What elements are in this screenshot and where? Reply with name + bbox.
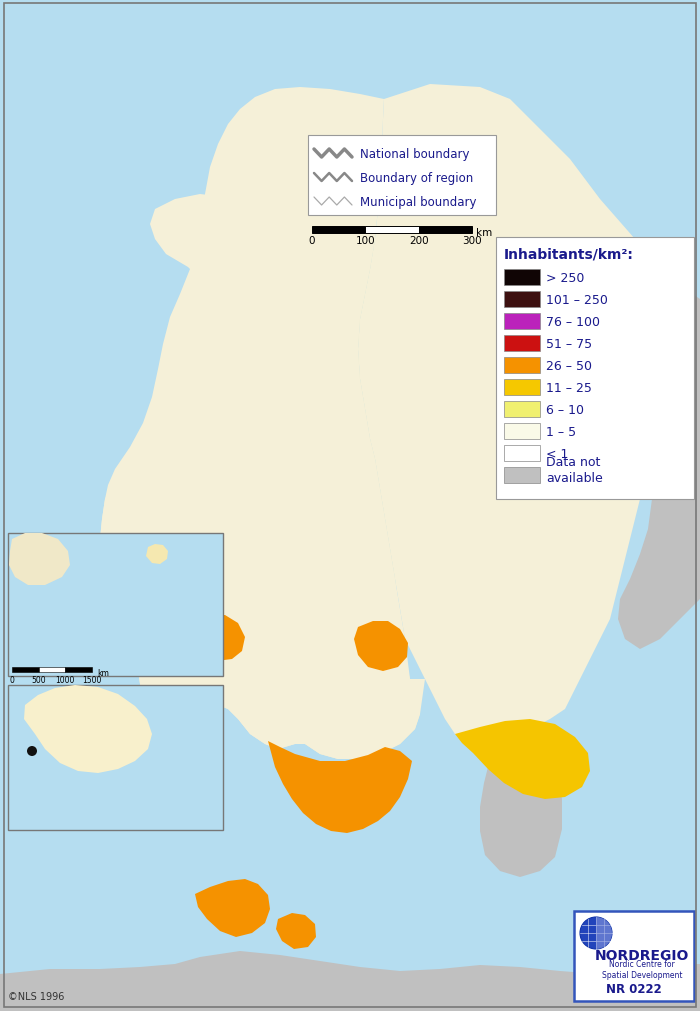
Bar (504, 401, 540, 418)
Bar (8, 685, 223, 830)
Polygon shape (100, 88, 425, 759)
Text: 300: 300 (462, 236, 482, 246)
Text: 26 – 50: 26 – 50 (546, 359, 592, 372)
Text: 0: 0 (309, 236, 315, 246)
Bar (365, 226, 419, 234)
Bar (574, 911, 694, 1001)
Text: Boundary of region: Boundary of region (360, 171, 473, 184)
Polygon shape (358, 85, 670, 749)
Text: < 1: < 1 (546, 447, 568, 460)
Bar (419, 226, 472, 234)
Polygon shape (354, 622, 408, 671)
Circle shape (27, 746, 37, 756)
Text: 11 – 25: 11 – 25 (546, 381, 592, 394)
Text: ©NLS 1996: ©NLS 1996 (8, 991, 64, 1001)
Bar (8, 534, 223, 676)
Text: Municipal boundary: Municipal boundary (360, 195, 477, 208)
Polygon shape (618, 280, 700, 649)
Bar (65, 667, 92, 672)
Text: 500: 500 (32, 675, 46, 684)
Text: 100: 100 (356, 236, 375, 246)
Bar (504, 270, 540, 286)
Text: km: km (97, 669, 109, 677)
Polygon shape (224, 205, 420, 759)
Polygon shape (268, 741, 412, 833)
Text: 51 – 75: 51 – 75 (546, 337, 592, 350)
Text: NORDREGIO: NORDREGIO (595, 948, 690, 962)
Bar (504, 358, 540, 374)
Polygon shape (480, 754, 562, 878)
Bar (504, 379, 540, 395)
Polygon shape (100, 255, 295, 749)
Polygon shape (195, 616, 245, 661)
Text: > 250: > 250 (546, 271, 584, 284)
Polygon shape (276, 913, 316, 949)
Bar (504, 313, 540, 330)
Bar (504, 292, 540, 307)
Polygon shape (455, 719, 590, 800)
Circle shape (580, 917, 612, 949)
Bar (504, 446, 540, 462)
Text: 101 – 250: 101 – 250 (546, 293, 608, 306)
Text: 6 – 10: 6 – 10 (546, 403, 584, 417)
Text: 200: 200 (409, 236, 428, 246)
Text: 1 – 5: 1 – 5 (546, 425, 576, 438)
Text: NR 0222: NR 0222 (606, 983, 662, 996)
Text: National boundary: National boundary (360, 148, 470, 161)
Polygon shape (150, 195, 272, 290)
Polygon shape (596, 917, 612, 949)
Text: Inhabitants/km²:: Inhabitants/km²: (504, 248, 634, 262)
Bar (308, 135, 496, 215)
Text: 0: 0 (10, 675, 15, 684)
Text: 76 – 100: 76 – 100 (546, 315, 600, 329)
Bar (504, 467, 540, 483)
Bar (504, 424, 540, 440)
Bar (504, 336, 540, 352)
Text: Nordic Centre for
Spatial Development: Nordic Centre for Spatial Development (602, 958, 682, 980)
Text: km: km (476, 227, 492, 238)
Polygon shape (146, 545, 168, 564)
Bar (38, 667, 65, 672)
Polygon shape (24, 685, 152, 773)
Text: 1500: 1500 (83, 675, 102, 684)
Text: Data not
available: Data not available (546, 455, 603, 484)
Polygon shape (0, 951, 700, 1011)
Text: 1000: 1000 (55, 675, 75, 684)
Bar (12, 667, 38, 672)
Bar (312, 226, 365, 234)
Polygon shape (9, 534, 70, 585)
Bar (496, 238, 694, 499)
Polygon shape (195, 880, 270, 937)
